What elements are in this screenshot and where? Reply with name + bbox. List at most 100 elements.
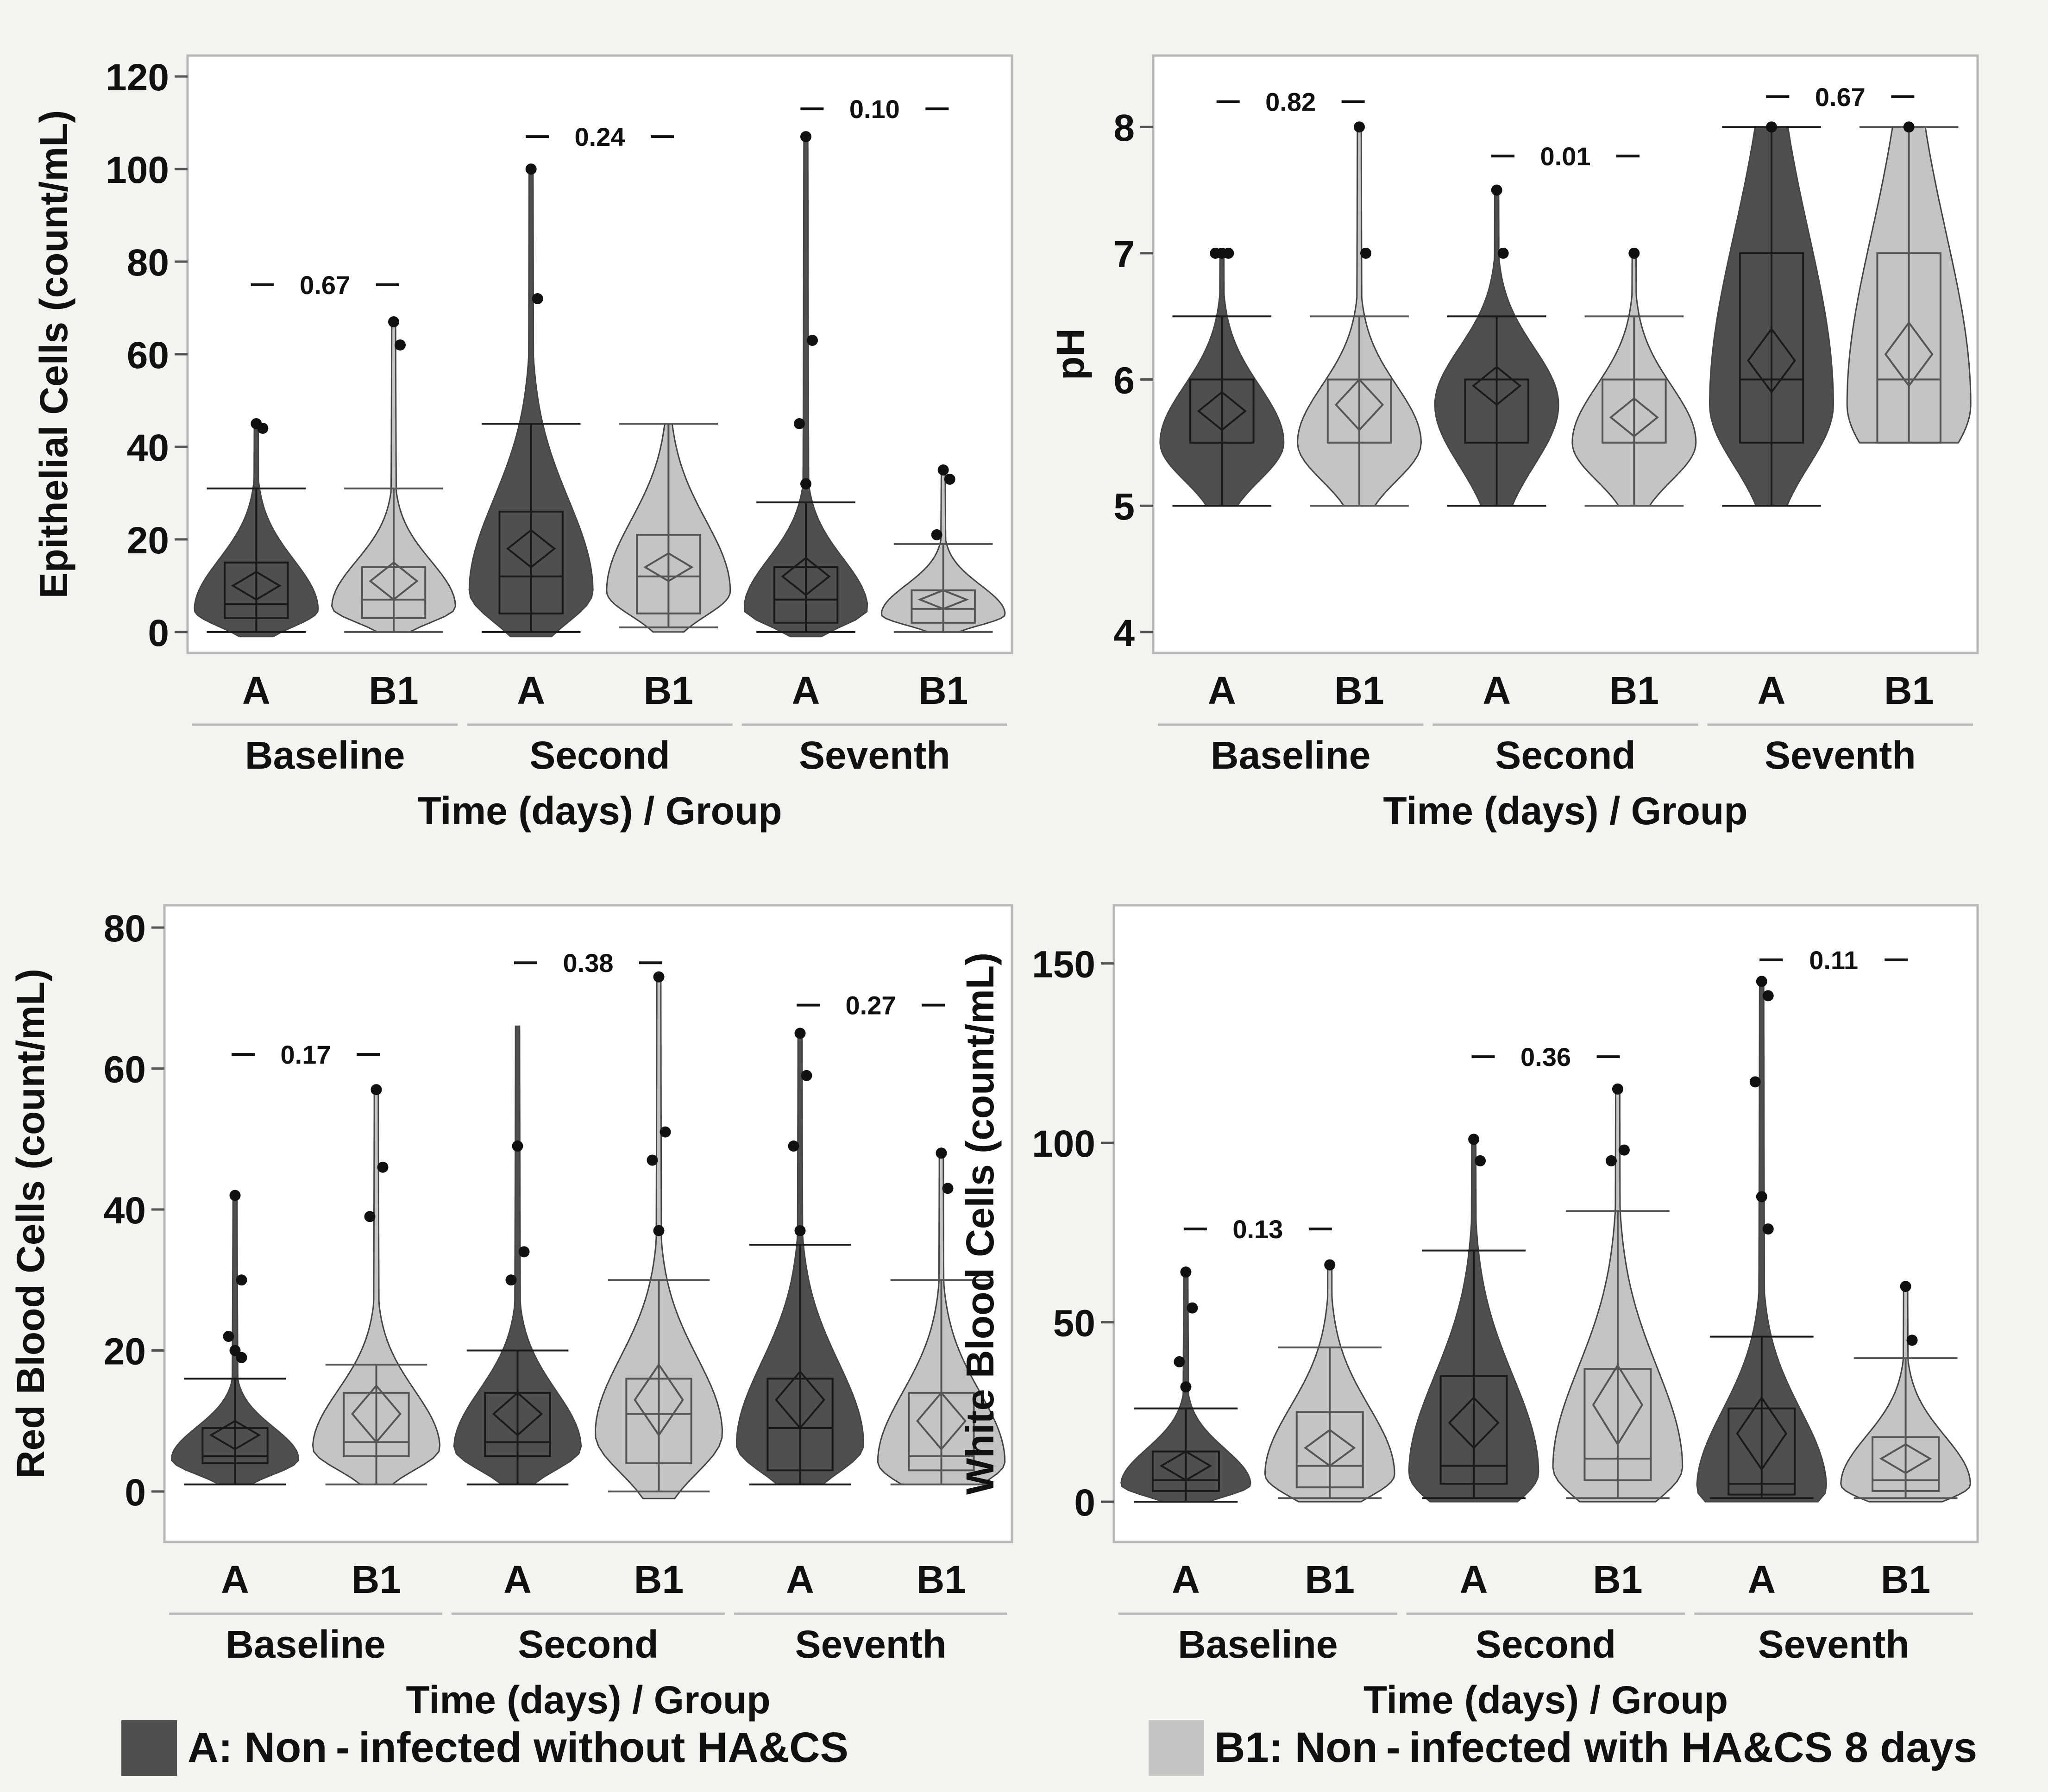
mean-diamond [1884,321,1934,388]
iqr-box [201,1427,269,1465]
outlier-point [937,464,949,476]
outlier-point [647,1154,658,1166]
outlier-point [1223,247,1234,259]
x-group-label: A [1208,669,1236,712]
y-axis-label: White Blood Cells (count/mL) [958,952,1002,1495]
violin-baseline-b1 [1296,121,1422,507]
violin-baseline-a [171,1190,299,1485]
x-group-label: B1 [917,1558,966,1601]
violin-second-a [453,1025,582,1485]
outlier-point [532,293,543,305]
mean-diamond [1592,1363,1644,1446]
y-tick-label: 100 [1032,1123,1095,1165]
iqr-box [773,566,839,624]
violin-second-b1 [594,971,723,1499]
y-tick-label: 0 [125,1472,146,1514]
legend-swatch-a [121,1720,177,1776]
x-group-label: A [503,1558,532,1601]
x-period-label: Second [529,733,670,777]
y-tick-label: 40 [127,427,169,469]
outlier-point [1756,976,1767,987]
outlier-point [1354,121,1365,133]
mean-diamond [917,589,969,610]
outlier-point [794,418,805,429]
x-period-label: Seventh [795,1623,947,1666]
x-group-label: B1 [1884,669,1934,712]
violin-seventh-a [1709,121,1834,507]
mean-diamond [369,561,419,601]
x-group-label: B1 [634,1558,684,1601]
plot-area [186,54,1013,654]
y-tick-label: 5 [1113,486,1135,528]
p-value-annotation: 0.10 [800,94,949,124]
mean-diamond [1334,378,1384,432]
x-axis-label: Time (days) / Group [417,789,782,833]
y-tick-label: 120 [106,56,169,99]
outlier-point [388,316,399,328]
outlier-point [236,1274,247,1286]
outlier-point [1174,1356,1185,1367]
iqr-box [343,1391,410,1457]
violin-seventh-b1 [880,464,1006,633]
iqr-box [766,1378,834,1472]
p-value-label: 0.01 [1540,142,1591,171]
y-tick-label: 8 [1113,107,1135,149]
y-tick-label: 80 [104,908,146,950]
outlier-point [1906,1335,1918,1346]
violin-second-a [468,163,594,638]
y-tick-label: 50 [1053,1303,1095,1345]
mean-diamond [634,1363,684,1437]
p-value-label: 0.11 [1809,946,1858,975]
violin-seventh-b1 [1840,1281,1971,1503]
outlier-point [518,1246,530,1258]
y-tick-label: 150 [1032,944,1095,986]
p-value-annotation: 0.82 [1216,88,1365,117]
outlier-point [800,131,811,143]
p-value-annotation: 0.38 [514,948,662,977]
y-tick-label: 20 [104,1331,146,1373]
x-group-label: A [1460,1558,1488,1601]
mean-diamond [781,557,831,596]
outlier-point [1900,1281,1911,1292]
x-group-label: A [1758,669,1786,712]
y-tick-label: 0 [148,612,169,654]
p-value-annotation: 0.27 [797,991,945,1020]
p-value-annotation: 0.01 [1491,142,1640,171]
outlier-point [1180,1381,1192,1393]
iqr-box [1295,1411,1364,1489]
outlier-point [944,473,955,485]
iqr-box [498,510,564,614]
p-value-annotation: 0.36 [1471,1042,1620,1071]
mean-diamond [231,570,282,601]
violin-second-a [1434,184,1559,507]
outlier-point [371,1084,382,1096]
mean-diamond [1472,365,1522,406]
outlier-point [1618,1144,1630,1156]
y-axis-label: Epithelial Cells (count/mL) [32,110,75,599]
x-period-label: Seventh [1765,733,1916,777]
p-value-label: 0.27 [846,991,896,1020]
outlier-point [1628,247,1640,259]
outlier-point [1605,1155,1617,1166]
outlier-point [1210,247,1221,259]
p-value-label: 0.24 [575,122,625,151]
violin-second-a [1408,1134,1539,1503]
outlier-point [931,529,942,540]
x-group-label: B1 [644,669,693,712]
y-axis-label: Red Blood Cells (count/mL) [9,969,52,1479]
legend-label-b1: B1: Non - infected with HA&CS 8 days [1214,1724,1977,1771]
x-group-label: B1 [1609,669,1659,712]
y-tick-label: 60 [127,334,169,376]
iqr-box [1439,1375,1508,1485]
violin-baseline-a [194,418,319,638]
x-period-label: Seventh [1758,1623,1910,1666]
p-value-label: 0.36 [1520,1042,1571,1071]
outlier-point [377,1161,389,1173]
outlier-point [1187,1302,1198,1314]
violin-seventh-b1 [877,1147,1006,1485]
chart-panel-4: 0 50 100 150 White Blood Cells (count/mL) A B1… [958,904,1979,1722]
x-group-label: B1 [1305,1558,1355,1601]
violin-seventh-b1 [1846,121,1972,444]
x-group-label: A [242,669,270,712]
